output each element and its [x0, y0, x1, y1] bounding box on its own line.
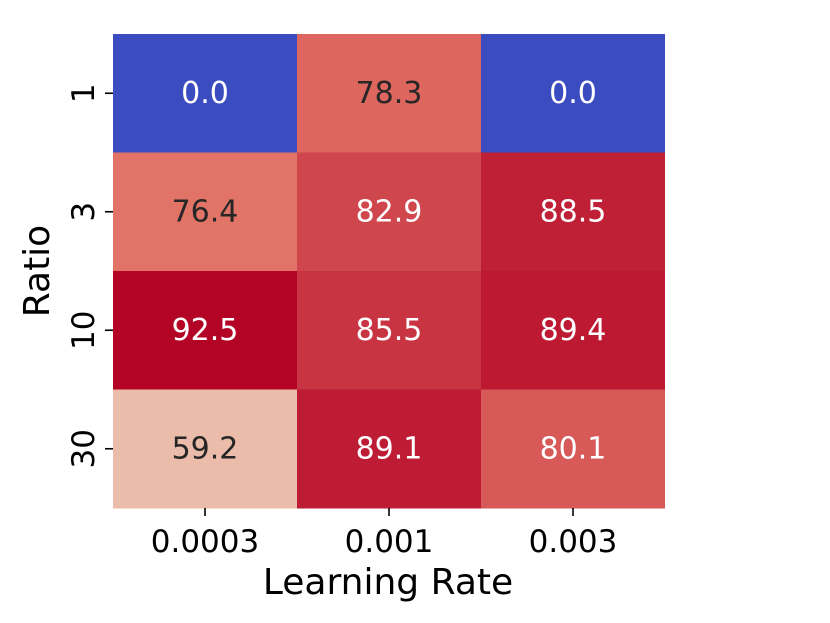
cell-value-label: 89.1 [356, 431, 423, 466]
y-tick-label: 1 [66, 83, 102, 103]
heatmap-cells: 0.0 78.3 0.0 76.4 82.9 88.5 92.5 85.5 89.4 59.2 89… [113, 34, 665, 509]
cell-value-label: 59.2 [172, 431, 239, 466]
y-tick-label: 10 [66, 311, 102, 350]
heatmap-cell [113, 271, 297, 390]
cell-value-label: 82.9 [356, 194, 423, 229]
heatmap-cell [481, 34, 665, 153]
y-tick-label: 30 [66, 429, 102, 468]
cell-value-label: 88.5 [540, 194, 607, 229]
cell-value-label: 80.1 [540, 431, 607, 466]
x-axis-label: Learning Rate [263, 562, 513, 603]
heatmap-cell [297, 34, 481, 153]
y-axis-ticks: 1 3 10 30 [66, 83, 113, 468]
cell-value-label: 85.5 [356, 313, 423, 348]
y-axis-label: Ratio [17, 225, 58, 317]
cell-value-label: 0.0 [549, 76, 597, 111]
cell-value-label: 89.4 [540, 313, 607, 348]
x-tick-label: 0.0003 [151, 524, 259, 560]
x-tick-label: 0.001 [345, 524, 434, 560]
heatmap-cell [113, 34, 297, 153]
heatmap-cell [481, 152, 665, 272]
cell-value-label: 92.5 [172, 313, 239, 348]
x-axis-ticks: 0.0003 0.001 0.003 [151, 508, 618, 560]
cell-value-label: 0.0 [181, 76, 229, 111]
cell-value-label: 76.4 [172, 194, 239, 229]
heatmap-cell [113, 152, 297, 272]
heatmap-cell [481, 271, 665, 390]
y-tick-label: 3 [66, 202, 102, 222]
heatmap-cell [297, 152, 481, 272]
heatmap-cell [297, 271, 481, 390]
heatmap-cell [297, 389, 481, 509]
x-tick-label: 0.003 [529, 524, 618, 560]
heatmap-cell [113, 389, 297, 509]
cell-value-label: 78.3 [356, 76, 423, 111]
heatmap-cell [481, 389, 665, 509]
